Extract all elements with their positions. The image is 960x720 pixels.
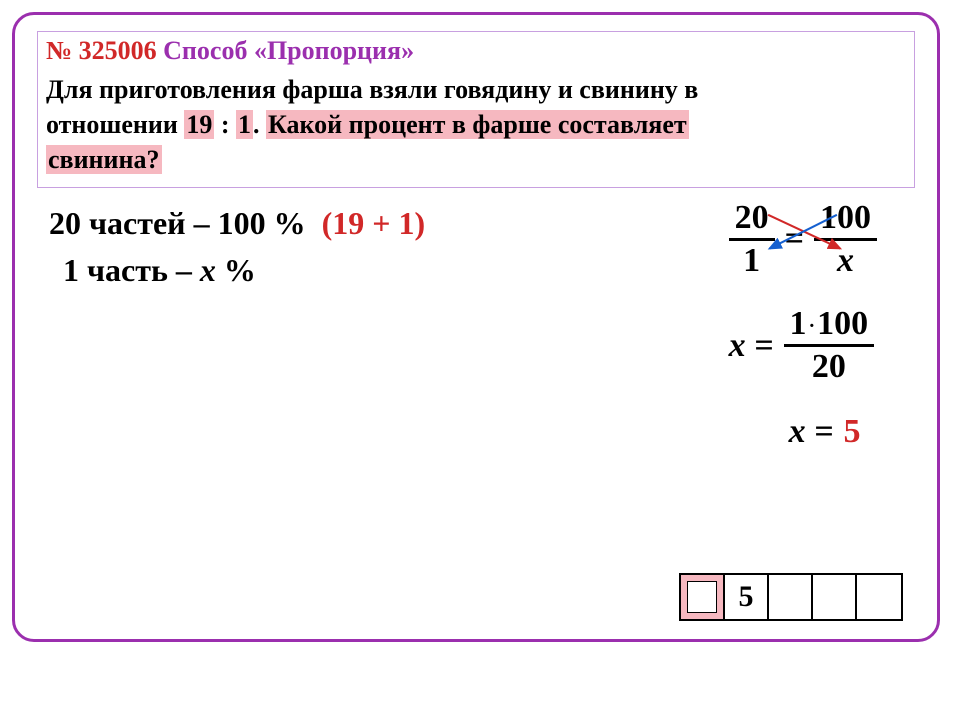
solve-lhs: х =	[729, 327, 774, 365]
frac-l-num: 20	[729, 200, 775, 241]
ratio-after: .	[253, 110, 266, 139]
solve-num-a: 1	[790, 305, 807, 342]
solve-dot: ·	[807, 315, 818, 337]
dash-2: –	[168, 252, 200, 288]
problem-text: Для приготовления фарша взяли говядину и…	[46, 72, 906, 177]
equals-sign: =	[785, 220, 804, 258]
solve-num-b: 100	[817, 305, 868, 342]
solve-den: 20	[784, 347, 875, 385]
equation-column: 20 1 = 100 х	[729, 200, 877, 451]
answer-boxes: 5	[679, 573, 903, 621]
parts-1: 1 часть	[63, 252, 168, 288]
solve-row: х = 1·100 20	[729, 306, 877, 384]
setup-column: 20 частей – 100 % (19 + 1) 1 часть – х %	[49, 205, 425, 299]
answer-cell-3[interactable]	[813, 575, 857, 619]
title: № 325006 Способ «Пропорция»	[46, 36, 906, 66]
problem-box: № 325006 Способ «Пропорция» Для приготов…	[37, 31, 915, 188]
ratio-sep: :	[214, 110, 236, 139]
ratio-prefix: отношении	[46, 110, 184, 139]
fraction-right: 100 х	[814, 200, 877, 278]
proportion-fractions: 20 1 = 100 х	[729, 200, 877, 278]
answer-cell-1[interactable]: 5	[725, 575, 769, 619]
dash-1: –	[186, 205, 218, 241]
percent-x: %	[216, 252, 256, 288]
method-name: Способ «Пропорция»	[163, 36, 414, 65]
question-hl-1: Какой процент в фарше составляет	[266, 110, 689, 139]
note-19-plus-1: (19 + 1)	[322, 205, 426, 241]
problem-line1: Для приготовления фарша взяли говядину и…	[46, 75, 698, 104]
result-value: 5	[844, 413, 861, 451]
percent-100: 100 %	[218, 205, 306, 241]
answer-cell-0[interactable]	[681, 575, 725, 619]
frac-r-den: х	[814, 241, 877, 279]
proportion-row: 20 1 = 100 х	[729, 200, 877, 278]
ratio-a: 19	[184, 110, 214, 139]
main-frame: № 325006 Способ «Пропорция» Для приготов…	[12, 12, 940, 642]
answer-cell-2[interactable]	[769, 575, 813, 619]
question-hl-2: свинина?	[46, 145, 162, 174]
task-number: № 325006	[46, 36, 157, 65]
var-x: х	[200, 252, 216, 288]
result-row: х = 5	[789, 413, 877, 451]
result-lhs: х =	[789, 413, 834, 451]
answer-cell-4[interactable]	[857, 575, 901, 619]
parts-20: 20 частей	[49, 205, 186, 241]
setup-row-2: 1 часть – х %	[63, 252, 425, 289]
frac-r-num: 100	[814, 200, 877, 241]
ratio-b: 1	[236, 110, 253, 139]
solve-fraction: 1·100 20	[784, 306, 875, 384]
fraction-left: 20 1	[729, 200, 775, 278]
frac-l-den: 1	[729, 241, 775, 279]
setup-row-1: 20 частей – 100 % (19 + 1)	[49, 205, 425, 242]
solve-num: 1·100	[784, 306, 875, 347]
